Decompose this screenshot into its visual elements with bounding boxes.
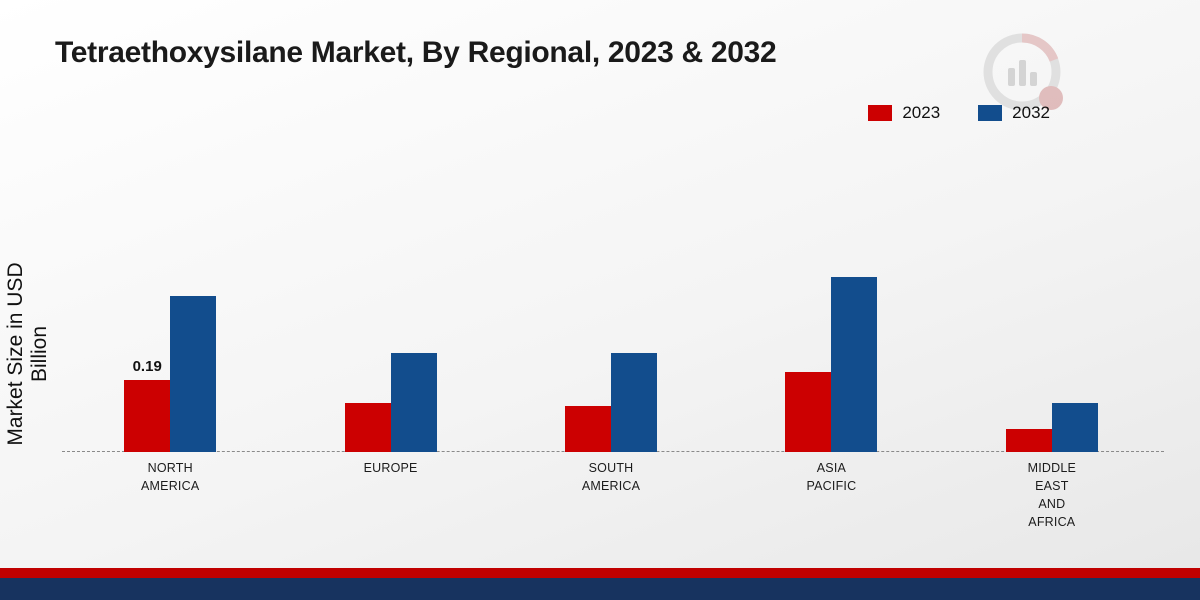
bar-2023-europe [344,402,391,452]
x-axis-labels: NORTH AMERICA EUROPE SOUTH AMERICA ASIA PACIFI… [60,459,1162,532]
bar-group-europe [280,240,500,452]
legend: 2023 2032 [868,103,1050,123]
bar-chart: 0.19 [60,240,1162,452]
bar-2032-north-america [170,296,217,452]
bar-2032-asia-pacific [831,277,878,452]
legend-item-2032: 2032 [978,103,1050,123]
legend-swatch-2032 [978,105,1003,121]
legend-label-2023: 2023 [902,103,941,122]
x-axis-label-europe: EUROPE [363,461,418,475]
bar-group-middle-east-and-africa [942,240,1162,452]
legend-label-2032: 2032 [1012,103,1050,122]
legend-item-2023: 2023 [868,103,940,123]
footer-red-strip [0,568,1200,578]
bar-2032-middle-east-and-africa [1051,402,1098,452]
bar-2023-north-america: 0.19 [124,358,171,452]
x-axis-label-south-america: SOUTH AMERICA [581,461,641,494]
bar-2032-europe [390,353,437,452]
bar-group-north-america: 0.19 [60,240,280,452]
bar-2023-middle-east-and-africa [1005,429,1052,452]
brand-logo-watermark [978,28,1070,120]
x-axis-label-asia-pacific: ASIA PACIFIC [806,461,857,494]
bar-2032-south-america [611,353,658,452]
x-axis-label-middle-east-and-africa: MIDDLE EAST AND AFRICA [1027,461,1077,530]
footer-navy-strip [0,578,1200,600]
bar-value-label: 0.19 [132,357,162,375]
bar-group-south-america [501,240,721,452]
bar-group-asia-pacific [721,240,941,452]
bar-2023-asia-pacific [785,372,832,452]
legend-swatch-2023 [868,105,893,121]
x-axis-label-north-america: NORTH AMERICA [141,461,200,494]
y-axis-label: Market Size in USD Billion [4,262,51,446]
chart-title: Tetraethoxysilane Market, By Regional, 2… [55,36,777,69]
bar-2023-south-america [565,406,612,452]
